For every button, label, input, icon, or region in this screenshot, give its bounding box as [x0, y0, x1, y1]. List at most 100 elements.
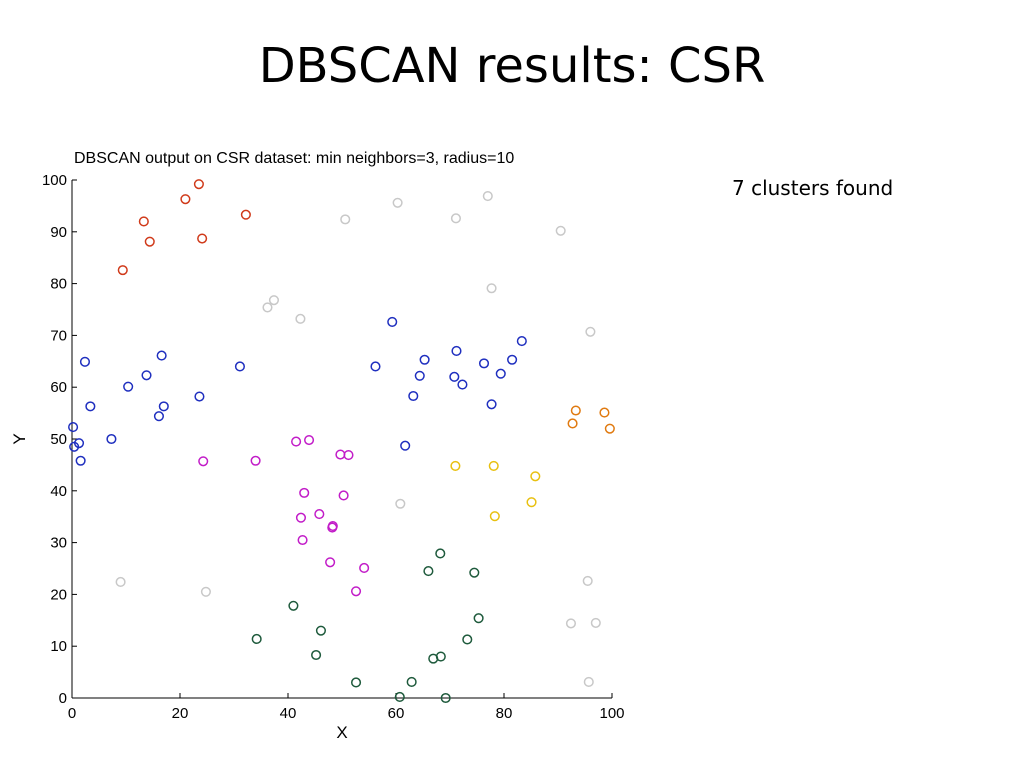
- x-tick-label: 80: [496, 705, 513, 722]
- data-point: [395, 498, 406, 509]
- data-point: [599, 407, 610, 418]
- data-point: [335, 449, 346, 460]
- data-point: [350, 677, 362, 688]
- data-point: [180, 194, 191, 205]
- data-point: [75, 455, 86, 466]
- data-point: [516, 336, 527, 347]
- data-point: [291, 436, 302, 447]
- x-tick-label: 100: [599, 705, 624, 722]
- data-point: [343, 450, 354, 461]
- y-tick-label: 20: [50, 586, 67, 603]
- x-tick-label: 60: [388, 705, 405, 722]
- data-points: [68, 179, 615, 704]
- data-point: [123, 381, 134, 392]
- data-point: [327, 522, 338, 533]
- data-point: [370, 361, 381, 372]
- data-point: [106, 433, 117, 445]
- data-point: [451, 345, 462, 356]
- data-point: [251, 633, 262, 644]
- data-point: [414, 370, 425, 381]
- data-point: [585, 326, 596, 337]
- data-point: [288, 600, 299, 611]
- data-point: [530, 471, 541, 482]
- x-tick-label: 20: [172, 705, 189, 722]
- data-point: [394, 691, 405, 703]
- data-point: [295, 512, 307, 523]
- data-point: [469, 567, 480, 578]
- y-tick-label: 40: [50, 483, 67, 500]
- data-point: [495, 368, 506, 379]
- data-point: [565, 618, 577, 629]
- data-point: [79, 356, 91, 367]
- axes: 0 20 40 60 80 100 0 10 20 30 40 50 60 70 80 90 100: [42, 172, 625, 722]
- data-point: [68, 422, 79, 433]
- data-point: [262, 302, 273, 313]
- data-point: [359, 562, 370, 574]
- data-point: [200, 586, 211, 597]
- y-tick-label: 30: [50, 535, 67, 552]
- data-point: [197, 233, 208, 244]
- data-point: [408, 390, 419, 402]
- data-point: [311, 649, 322, 661]
- data-point: [526, 497, 537, 508]
- x-tick-label: 0: [68, 705, 76, 722]
- data-point: [419, 354, 430, 365]
- x-axis-label: X: [336, 723, 347, 742]
- data-point: [115, 576, 126, 588]
- x-tick-label: 40: [280, 705, 297, 722]
- y-tick-label: 10: [50, 638, 67, 655]
- data-point: [590, 617, 601, 628]
- data-point: [350, 586, 362, 597]
- data-point: [314, 509, 325, 520]
- data-point: [387, 316, 398, 327]
- data-point: [555, 225, 566, 236]
- data-point: [423, 566, 434, 577]
- y-tick-label: 70: [50, 327, 67, 344]
- data-point: [440, 692, 451, 704]
- y-axis-label: Y: [10, 433, 29, 444]
- chart-title: DBSCAN output on CSR dataset: min neighb…: [74, 150, 514, 167]
- data-point: [268, 295, 280, 306]
- data-point: [582, 575, 593, 586]
- data-point: [450, 460, 461, 471]
- data-point: [315, 625, 326, 636]
- data-point: [250, 455, 261, 466]
- data-point: [297, 534, 308, 546]
- data-point: [435, 651, 446, 662]
- cluster-count-note: 7 clusters found: [732, 176, 894, 200]
- y-tick-label: 0: [59, 690, 67, 707]
- data-point: [153, 411, 164, 422]
- data-point: [299, 487, 310, 498]
- data-point: [144, 236, 155, 247]
- data-point: [85, 401, 96, 412]
- y-tick-label: 50: [50, 431, 67, 448]
- data-point: [583, 676, 594, 687]
- data-point: [69, 441, 80, 452]
- data-point: [325, 557, 336, 568]
- data-point: [400, 440, 411, 451]
- data-point: [156, 350, 167, 361]
- data-point: [489, 511, 500, 522]
- y-tick-label: 60: [50, 379, 67, 396]
- data-point: [604, 423, 615, 434]
- data-point: [567, 418, 578, 429]
- data-point: [488, 460, 499, 471]
- data-point: [435, 548, 446, 559]
- data-point: [240, 209, 251, 220]
- data-point: [450, 213, 461, 224]
- data-point: [457, 379, 468, 390]
- data-point: [158, 401, 169, 412]
- y-tick-label: 90: [50, 224, 67, 241]
- data-point: [507, 354, 518, 365]
- data-point: [198, 456, 209, 467]
- data-point: [392, 197, 403, 208]
- data-point: [570, 405, 581, 416]
- data-point: [194, 391, 205, 402]
- data-point: [117, 265, 128, 276]
- data-point: [486, 399, 497, 410]
- data-point: [473, 613, 484, 624]
- y-tick-label: 100: [42, 172, 67, 189]
- data-point: [295, 313, 306, 324]
- data-point: [340, 214, 351, 225]
